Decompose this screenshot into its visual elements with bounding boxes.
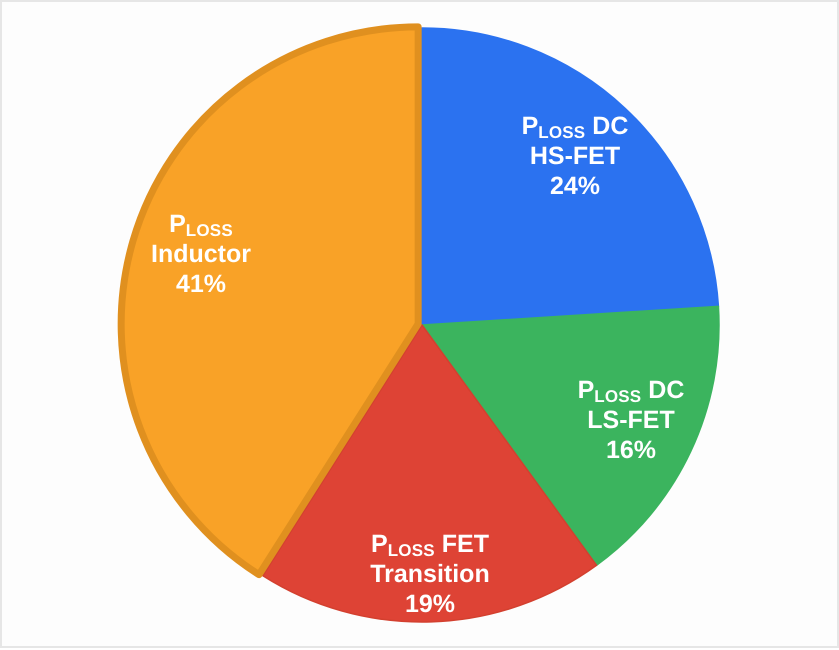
pie-slice-ploss-dc-hs-fet[interactable]	[421, 27, 720, 326]
pie-slice-ploss-fet-transition[interactable]	[262, 324, 598, 623]
pie-slice-ploss-inductor[interactable]	[117, 23, 422, 579]
pie-slice-ploss-dc-ls-fet[interactable]	[421, 305, 720, 567]
pie-slice-group	[117, 23, 720, 623]
